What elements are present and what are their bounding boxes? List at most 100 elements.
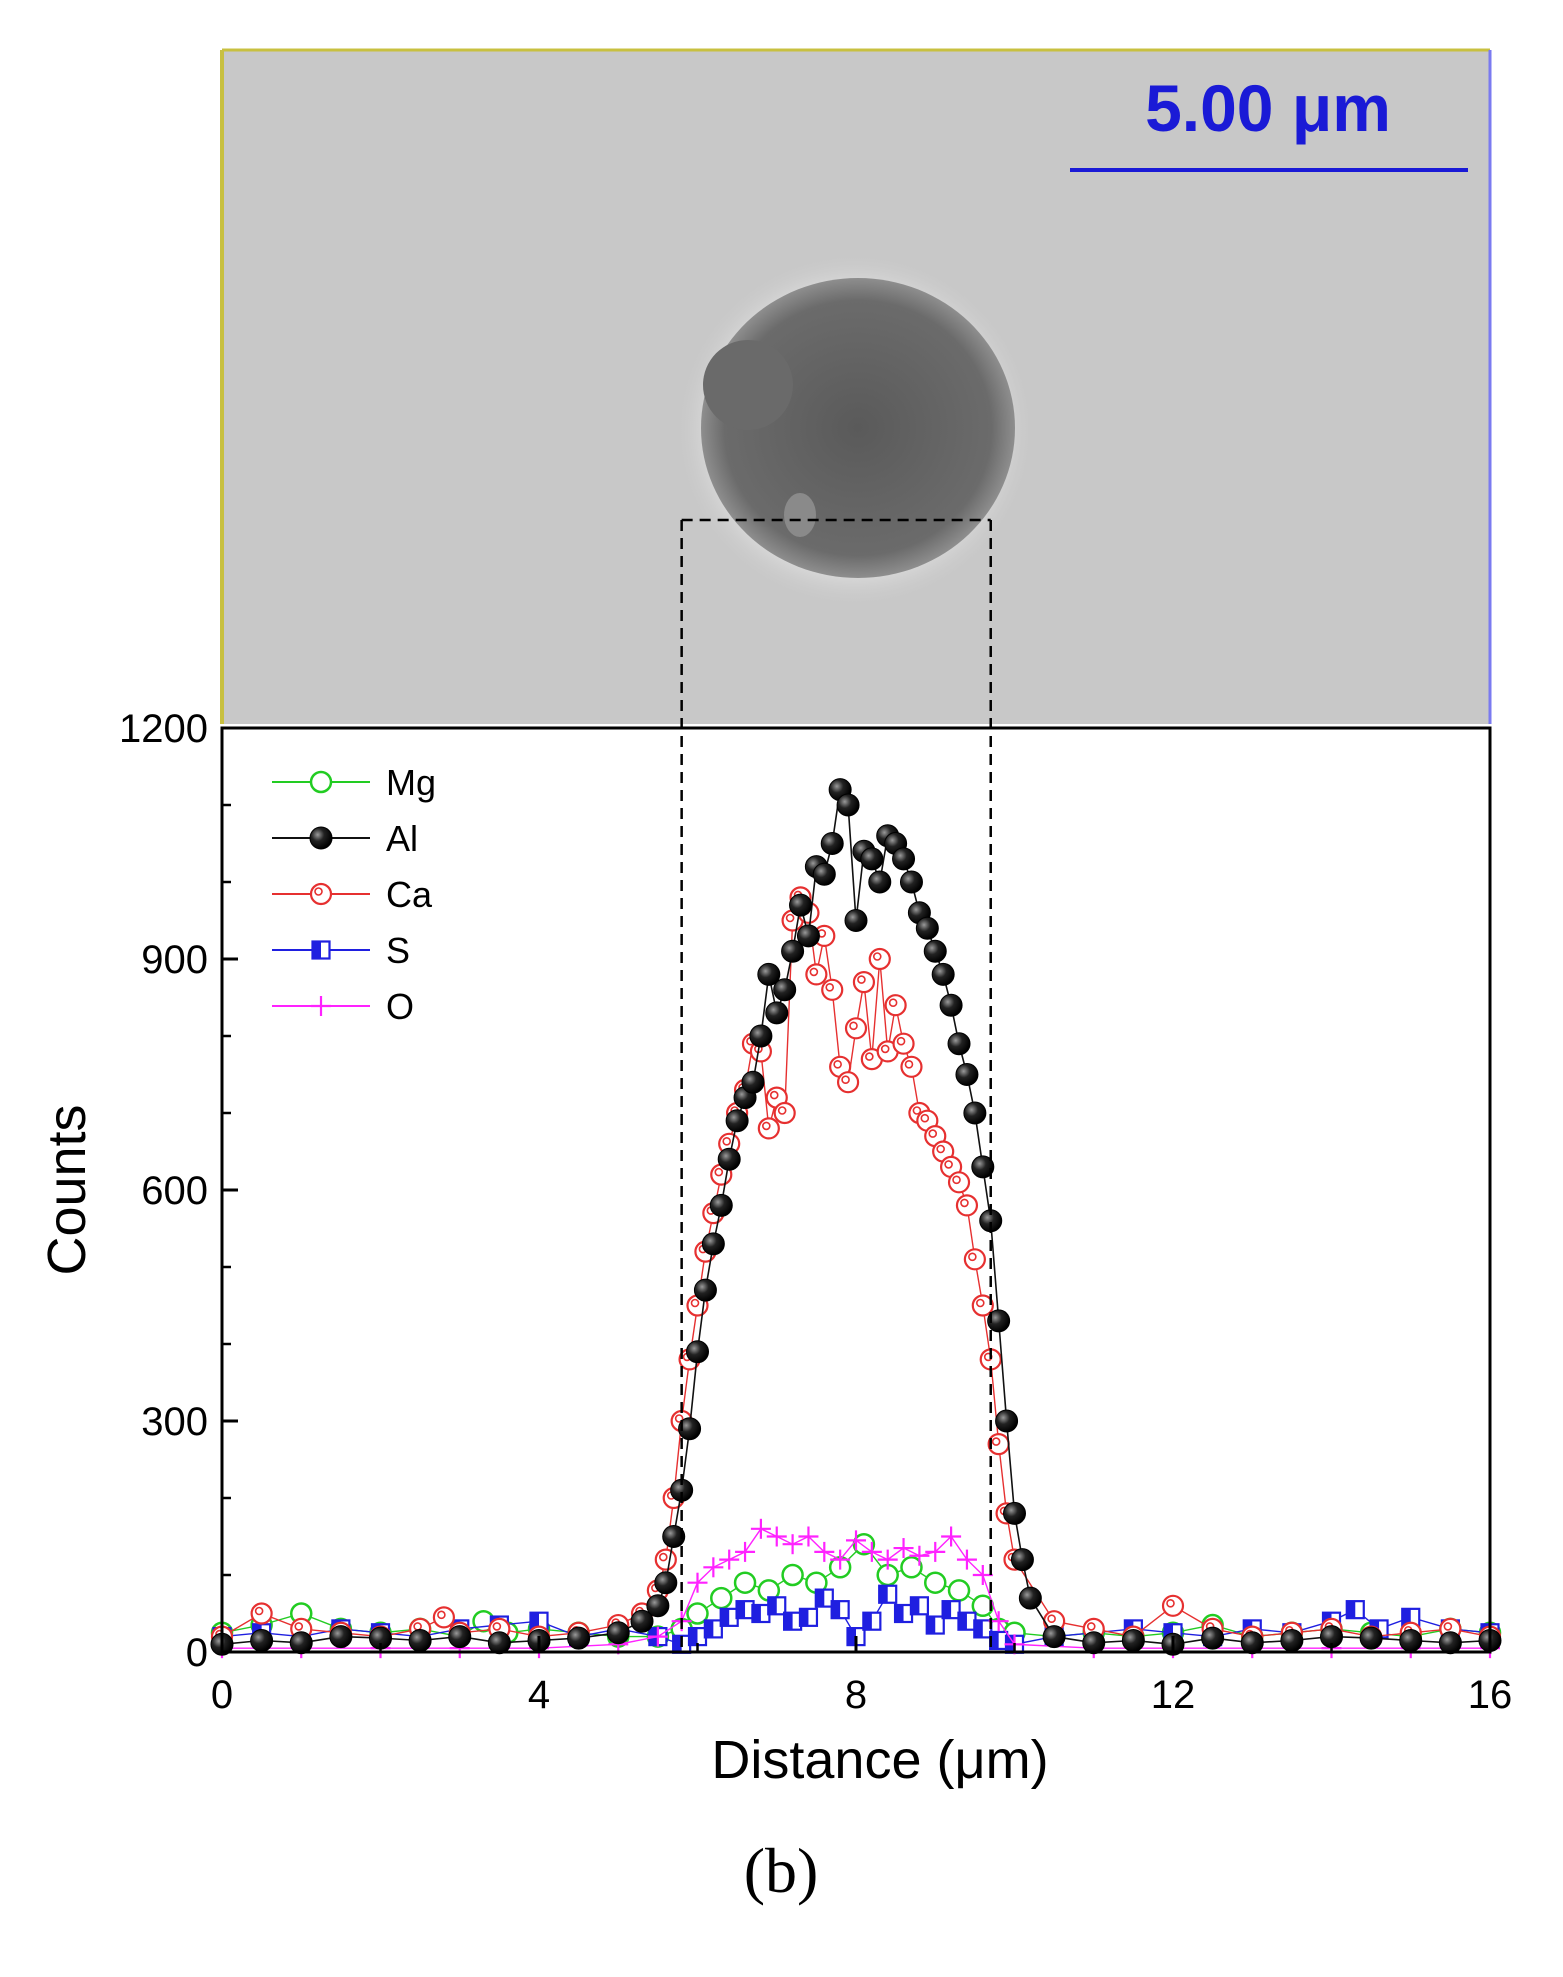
series-s-point bbox=[719, 1607, 739, 1627]
series-al-point bbox=[329, 1625, 353, 1649]
series-s-point bbox=[925, 1615, 945, 1635]
series-al-point bbox=[741, 1070, 765, 1094]
series-al-point bbox=[1010, 1548, 1034, 1572]
series-ca-point bbox=[1161, 1594, 1185, 1617]
series-ca-point bbox=[432, 1606, 455, 1629]
series-mg-point bbox=[947, 1579, 971, 1602]
series-al-point bbox=[1399, 1628, 1423, 1652]
series-s-point bbox=[957, 1611, 977, 1631]
series-al-point bbox=[860, 847, 884, 871]
series-al-point bbox=[1082, 1631, 1106, 1655]
series-o-point bbox=[972, 1565, 993, 1585]
x-tick-label: 12 bbox=[1151, 1673, 1196, 1717]
legend-item-mg: Mg bbox=[272, 762, 436, 803]
series-al-point bbox=[1240, 1631, 1264, 1655]
series-al-point bbox=[646, 1594, 670, 1618]
series-mg-point bbox=[733, 1571, 757, 1594]
x-axis-title: Distance (μm) bbox=[711, 1730, 1048, 1790]
legend-label: S bbox=[386, 930, 410, 971]
sem-micrograph: 5.00 μm bbox=[220, 48, 1492, 724]
series-al-point bbox=[947, 1032, 971, 1056]
series-o-point bbox=[988, 1611, 1009, 1632]
series-al-point bbox=[686, 1340, 709, 1364]
series-al-point bbox=[971, 1155, 995, 1179]
series-al-point bbox=[487, 1631, 511, 1655]
series-al-point bbox=[1018, 1586, 1042, 1610]
y-tick-label: 900 bbox=[141, 938, 208, 982]
series-o-point bbox=[719, 1549, 740, 1570]
series-o-point bbox=[877, 1549, 898, 1570]
series-ca-point bbox=[852, 970, 876, 994]
series-o-point bbox=[925, 1541, 946, 1562]
series-s-point bbox=[989, 1630, 1009, 1651]
series-al-point bbox=[836, 793, 860, 817]
particle-light-spot bbox=[784, 493, 816, 537]
series-s-point bbox=[909, 1596, 930, 1616]
series-s-point bbox=[751, 1603, 771, 1624]
series-s-point bbox=[735, 1600, 755, 1620]
series-al-point bbox=[955, 1063, 979, 1086]
y-tick-label: 0 bbox=[186, 1631, 208, 1675]
scale-bar-label: 5.00 μm bbox=[1145, 71, 1391, 145]
series-o-point bbox=[782, 1534, 803, 1555]
series-al-point bbox=[765, 1001, 789, 1025]
series-ca-point bbox=[654, 1548, 677, 1571]
legend-label: Al bbox=[386, 818, 418, 859]
x-tick-label: 8 bbox=[845, 1673, 867, 1717]
series-ca-point bbox=[821, 978, 844, 1001]
plot-background bbox=[222, 728, 1490, 1652]
x-tick-label: 16 bbox=[1468, 1673, 1513, 1717]
series-o-point bbox=[798, 1526, 819, 1547]
series-al-point bbox=[844, 909, 868, 932]
series-s-point bbox=[1345, 1600, 1365, 1620]
series-al-point bbox=[1121, 1628, 1145, 1652]
series-al-point bbox=[987, 1309, 1011, 1333]
series-al-point bbox=[678, 1417, 702, 1441]
x-tick-label: 0 bbox=[211, 1673, 233, 1717]
series-s-point bbox=[941, 1600, 961, 1620]
series-ca-point bbox=[749, 1040, 773, 1063]
legend-marker bbox=[311, 940, 331, 960]
series-al-point bbox=[1201, 1626, 1225, 1650]
legend-label: O bbox=[386, 986, 414, 1027]
legend-marker bbox=[309, 882, 333, 906]
series-al-point bbox=[289, 1631, 313, 1655]
series-ca-point bbox=[947, 1171, 971, 1194]
series-s-point bbox=[814, 1588, 834, 1608]
series-s-point bbox=[878, 1584, 898, 1604]
series-al-point bbox=[923, 939, 947, 963]
series-s-point bbox=[782, 1611, 803, 1631]
x-tick-label: 4 bbox=[528, 1673, 550, 1717]
series-ca-point bbox=[868, 947, 891, 971]
series-al-point bbox=[1003, 1501, 1026, 1525]
series-al-point bbox=[693, 1278, 717, 1302]
series-al-point bbox=[448, 1625, 472, 1649]
series-al-point bbox=[915, 916, 939, 940]
series-al-point bbox=[662, 1525, 686, 1548]
series-o-point bbox=[861, 1541, 882, 1562]
series-o-point bbox=[766, 1526, 787, 1547]
series-s-point bbox=[893, 1603, 914, 1624]
series-ca-point bbox=[971, 1294, 994, 1317]
y-axis-title: Counts bbox=[37, 1104, 97, 1275]
series-al-point bbox=[892, 847, 916, 871]
series-ca-point bbox=[963, 1248, 986, 1271]
series-o-point bbox=[687, 1572, 708, 1593]
legend-item-al: Al bbox=[272, 818, 418, 859]
series-al-point bbox=[654, 1571, 678, 1595]
series-al-point bbox=[1438, 1631, 1462, 1655]
series-al-point bbox=[567, 1626, 591, 1650]
series-o-point bbox=[647, 1626, 668, 1647]
series-mg-point bbox=[686, 1602, 709, 1625]
series-al-point bbox=[796, 924, 820, 948]
series-al-point bbox=[749, 1024, 773, 1048]
series-al-point bbox=[725, 1109, 749, 1133]
series-ca-point bbox=[900, 1055, 923, 1078]
series-o-point bbox=[909, 1545, 930, 1566]
series-s-point bbox=[798, 1607, 819, 1627]
series-ca-point bbox=[250, 1602, 273, 1625]
series-al-point bbox=[868, 870, 892, 894]
series-al-point bbox=[701, 1232, 725, 1256]
series-al-point bbox=[709, 1193, 733, 1217]
